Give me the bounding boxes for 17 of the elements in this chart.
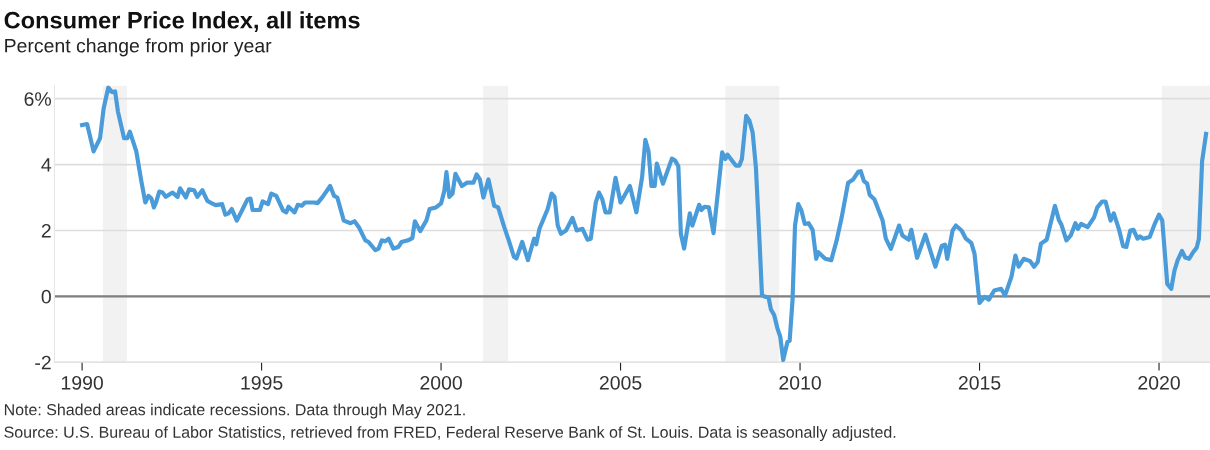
y-tick-label: 6% bbox=[24, 92, 51, 106]
text: Note: Shaded areas indicate recessions. Data through May 2021. bbox=[4, 403, 465, 419]
y-tick-label: 0 bbox=[41, 289, 51, 304]
chart-subtitle: Percent change from prior year bbox=[5, 38, 272, 57]
x-tick-label: 2005 bbox=[599, 375, 642, 390]
x-tick-label: 2000 bbox=[420, 375, 462, 390]
chart-title: Consumer Price Index, all items bbox=[4, 11, 360, 33]
x-tick-label: 2020 bbox=[1138, 375, 1180, 390]
y-tick-label: -2 bbox=[35, 355, 51, 370]
y-tick-label: 2 bbox=[41, 223, 51, 238]
y-tick-label: 4 bbox=[41, 158, 52, 172]
x-tick-label: 1990 bbox=[61, 375, 103, 390]
source-note: Source: U.S. Bureau of Labor Statistics, retrieved from FRED, Federal Reserve Bank of St. Louis. Data is seasonally adjusted. bbox=[4, 426, 896, 441]
x-tick-label: 2015 bbox=[958, 375, 1001, 390]
x-tick-label: 1995 bbox=[241, 375, 283, 390]
line-series bbox=[80, 85, 1209, 363]
x-tick-label: 2010 bbox=[779, 375, 821, 390]
